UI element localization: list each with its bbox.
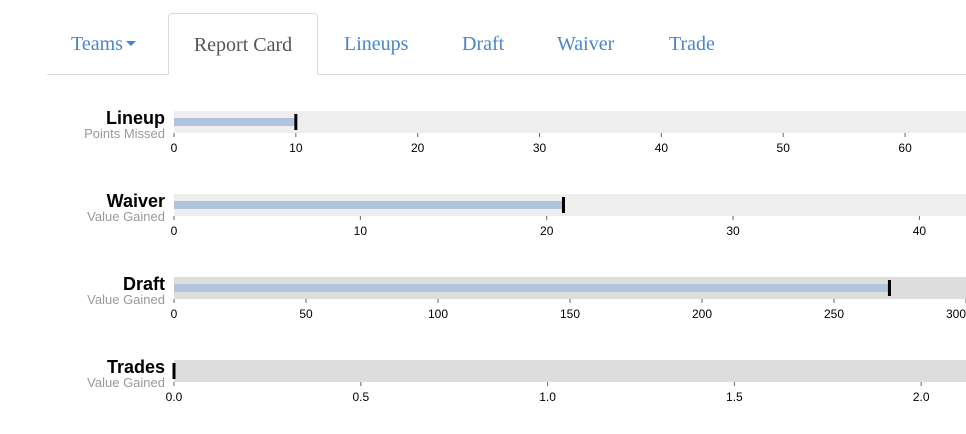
bullet-marker: [172, 363, 176, 379]
tick-label: 100: [428, 307, 448, 321]
tick-label: 1.5: [726, 390, 743, 404]
tab-lineups-label: Lineups: [344, 33, 409, 55]
tick-label: 300: [946, 307, 966, 321]
tick-label: 40: [913, 224, 927, 238]
tick-label: 1.0: [539, 390, 556, 404]
tab-waiver[interactable]: Waiver: [557, 13, 614, 73]
tab-report-card-label: Report Card: [193, 34, 293, 56]
tab-trade-label: Trade: [669, 33, 715, 55]
tab-lineups[interactable]: Lineups: [344, 13, 408, 73]
bullet-subtitle: Points Missed: [84, 126, 165, 141]
tick-label: 20: [411, 141, 425, 155]
tab-draft-label: Draft: [462, 33, 505, 55]
tick-label: 150: [560, 307, 580, 321]
tab-report-card[interactable]: Report Card: [168, 13, 318, 75]
tab-waiver-label: Waiver: [557, 33, 615, 55]
tick-label: 10: [289, 141, 303, 155]
bullet-measure: [174, 201, 564, 209]
bullet-subtitle: Value Gained: [87, 292, 165, 307]
bullet-title: Draft: [123, 274, 165, 294]
tab-draft[interactable]: Draft: [462, 13, 504, 73]
bullet-measure: [174, 284, 890, 292]
tick-label: 40: [655, 141, 669, 155]
tick-label: 10: [354, 224, 368, 238]
tick-label: 20: [540, 224, 554, 238]
tick-label: 200: [692, 307, 712, 321]
bullet-range: [174, 360, 966, 382]
tick-label: 0: [171, 307, 178, 321]
tick-label: 30: [726, 224, 740, 238]
tab-teams-label: Teams: [71, 33, 123, 55]
bullet-marker: [887, 280, 891, 296]
caret-down-icon: [125, 40, 136, 46]
bullet-subtitle: Value Gained: [87, 209, 165, 224]
tick-label: 50: [777, 141, 791, 155]
bullet-range: [174, 111, 966, 133]
bullet-subtitle: Value Gained: [87, 375, 165, 390]
nav-tabs: Teams Report Card Lineups Draft Waiver T…: [47, 13, 966, 75]
bullet-title: Trades: [107, 357, 165, 377]
bullet-range: [174, 194, 966, 216]
tick-label: 0: [171, 141, 178, 155]
tick-label: 2.0: [913, 390, 930, 404]
bullet-marker: [294, 114, 298, 130]
tick-label: 0: [171, 224, 178, 238]
bullet-measure: [174, 118, 296, 126]
bullet-title: Waiver: [107, 191, 165, 211]
tick-label: 0.5: [352, 390, 369, 404]
bullet-marker: [561, 197, 565, 213]
tick-label: 30: [533, 141, 547, 155]
tab-trade[interactable]: Trade: [669, 13, 715, 73]
bullet-title: Lineup: [106, 108, 165, 128]
tick-label: 0.0: [166, 390, 183, 404]
tick-label: 50: [299, 307, 313, 321]
tick-label: 250: [824, 307, 844, 321]
tick-label: 60: [898, 141, 912, 155]
tab-teams[interactable]: Teams: [71, 13, 136, 73]
